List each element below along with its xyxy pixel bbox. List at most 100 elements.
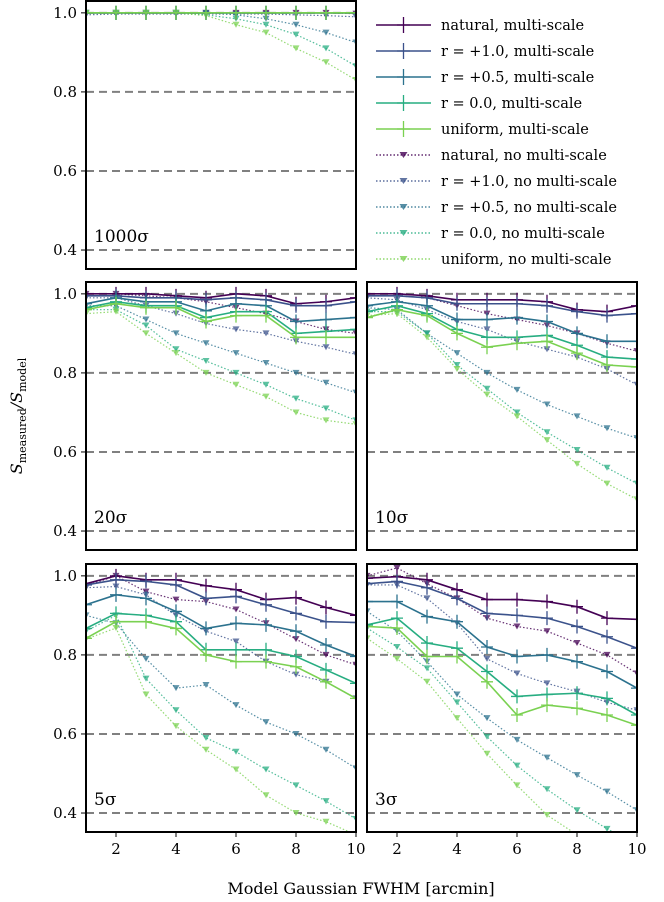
data-point: [292, 369, 300, 376]
data-point: [86, 302, 92, 317]
series-9: [367, 310, 637, 503]
panel-1: 20σ 0.4 0.6 0.8 1.0: [53, 281, 357, 551]
legend-marker: [397, 43, 410, 59]
data-point: [170, 621, 182, 636]
data-point: [172, 330, 180, 337]
series-9: [86, 308, 356, 428]
data-point: [142, 691, 150, 698]
data-point: [393, 564, 401, 571]
data-point: [202, 746, 210, 753]
legend-label: natural, no multi-scale: [441, 148, 607, 164]
data-point: [322, 798, 330, 805]
data-point: [573, 807, 581, 814]
series-line: [86, 305, 356, 394]
data-point: [320, 312, 332, 327]
series-line: [367, 575, 637, 621]
series-line: [86, 594, 356, 658]
data-point: [391, 621, 403, 636]
series-line: [86, 300, 356, 335]
data-point: [571, 701, 583, 716]
data-point: [290, 606, 302, 621]
data-point: [483, 391, 491, 398]
series-9: [86, 625, 356, 832]
series-1: [86, 572, 356, 630]
data-point: [202, 734, 210, 741]
y-tick-label: 1.0: [53, 567, 77, 585]
data-point: [573, 446, 581, 453]
data-point: [367, 288, 373, 303]
data-point: [320, 298, 332, 313]
data-point: [262, 766, 270, 773]
x-tick-label: 10: [627, 840, 646, 858]
y-tick-label: 0.8: [53, 646, 77, 664]
data-point: [511, 592, 523, 607]
data-point: [292, 21, 300, 28]
legend-label: r = +0.5, no multi-scale: [441, 200, 617, 216]
data-point: [634, 873, 641, 879]
data-point: [543, 401, 551, 408]
data-point: [262, 381, 270, 388]
x-tick-label: 8: [572, 840, 582, 858]
legend-label: r = +1.0, no multi-scale: [441, 174, 617, 190]
series-line: [367, 295, 637, 352]
data-point: [320, 614, 332, 629]
data-point: [543, 429, 551, 436]
data-point: [573, 640, 581, 647]
data-point: [350, 5, 356, 20]
data-point: [112, 308, 120, 315]
data-point: [453, 715, 461, 722]
data-point: [350, 294, 356, 309]
y-tick-label: 0.4: [53, 241, 77, 259]
data-point: [451, 296, 463, 311]
legend-label: uniform, multi-scale: [441, 122, 589, 138]
series-line: [86, 575, 356, 666]
series-9: [367, 635, 641, 879]
data-point: [391, 594, 403, 609]
data-point: [290, 298, 302, 313]
legend-marker: [397, 69, 410, 85]
data-point: [292, 671, 300, 678]
series-4: [86, 614, 356, 706]
data-point: [603, 825, 611, 832]
series-line: [367, 600, 637, 689]
series-4: [367, 302, 637, 374]
data-point: [292, 395, 300, 402]
data-point: [603, 480, 611, 487]
panel-frame: [366, 563, 638, 833]
data-point: [292, 45, 300, 52]
data-point: [601, 707, 613, 722]
data-point: [86, 597, 92, 612]
data-point: [172, 350, 180, 357]
data-point: [260, 642, 272, 657]
data-point: [140, 5, 152, 20]
data-point: [513, 386, 521, 393]
series-line: [367, 584, 637, 711]
data-point: [511, 649, 523, 664]
data-point: [391, 574, 403, 589]
legend-marker: [399, 152, 408, 158]
data-point: [367, 571, 373, 586]
legend-entry: r = 0.0, multi-scale: [376, 95, 582, 112]
data-point: [142, 316, 150, 323]
data-point: [202, 369, 210, 376]
series-8: [86, 612, 356, 822]
data-point: [481, 606, 493, 621]
data-point: [320, 674, 332, 689]
data-point: [232, 369, 240, 376]
data-point: [322, 59, 330, 66]
series-7: [86, 302, 356, 396]
data-point: [481, 674, 493, 689]
data-point: [513, 736, 521, 743]
data-point: [367, 619, 373, 634]
data-point: [86, 296, 92, 311]
data-point: [391, 302, 403, 317]
legend-entry: natural, no multi-scale: [376, 148, 607, 164]
series-line: [367, 297, 637, 386]
data-point: [230, 616, 242, 631]
panel-label: 10σ: [375, 508, 409, 528]
data-point: [511, 608, 523, 623]
data-point: [543, 754, 551, 761]
data-point: [571, 686, 583, 701]
legend-entry: r = 0.0, no multi-scale: [376, 226, 605, 242]
data-point: [631, 612, 637, 627]
